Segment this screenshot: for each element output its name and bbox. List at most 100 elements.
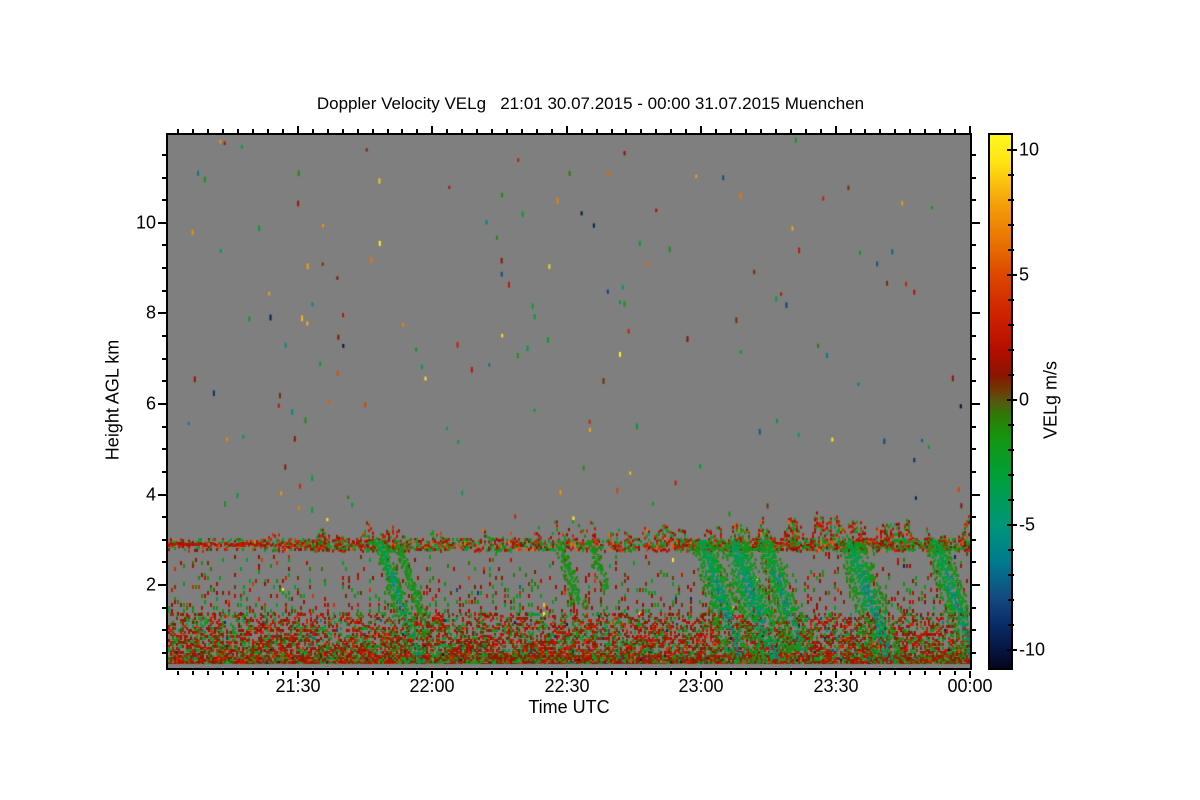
- y-minor-tick: [162, 561, 166, 563]
- x-minor-tick-top: [625, 129, 627, 133]
- y-minor-tick-right: [972, 426, 976, 428]
- colorbar-major-tick: [1007, 149, 1017, 151]
- x-major-tick: [297, 671, 299, 678]
- x-minor-tick-top: [685, 129, 687, 133]
- x-minor-tick: [207, 671, 209, 675]
- y-major-tick-right: [972, 312, 980, 314]
- x-minor-tick: [730, 671, 732, 675]
- x-minor-tick-top: [715, 129, 717, 133]
- x-major-tick-top: [566, 126, 568, 133]
- y-minor-tick-right: [972, 607, 976, 609]
- x-minor-tick-top: [401, 129, 403, 133]
- y-major-tick: [158, 222, 166, 224]
- x-minor-tick-top: [596, 129, 598, 133]
- x-minor-tick-top: [267, 129, 269, 133]
- x-minor-tick-top: [864, 129, 866, 133]
- y-major-tick: [158, 312, 166, 314]
- x-minor-tick: [820, 671, 822, 675]
- x-axis-label: Time UTC: [528, 697, 610, 717]
- y-minor-tick-right: [972, 177, 976, 179]
- y-minor-tick: [162, 471, 166, 473]
- x-major-tick: [566, 671, 568, 678]
- x-minor-tick-top: [192, 129, 194, 133]
- plot-area: [166, 133, 972, 670]
- x-major-tick-top: [835, 126, 837, 133]
- x-minor-tick-top: [790, 129, 792, 133]
- colorbar-major-tick: [1007, 399, 1017, 401]
- x-minor-tick: [640, 671, 642, 675]
- x-minor-tick: [864, 671, 866, 675]
- x-minor-tick-top: [491, 129, 493, 133]
- x-minor-tick: [581, 671, 583, 675]
- y-minor-tick: [162, 380, 166, 382]
- x-major-tick: [700, 671, 702, 678]
- x-minor-tick: [536, 671, 538, 675]
- x-minor-tick: [521, 671, 523, 675]
- y-minor-tick-right: [972, 539, 976, 541]
- y-major-tick-right: [972, 494, 980, 496]
- x-minor-tick: [177, 671, 179, 675]
- colorbar-major-tick: [1007, 274, 1017, 276]
- colorbar-minor-tick: [1008, 299, 1014, 301]
- x-minor-tick: [506, 671, 508, 675]
- x-minor-tick-top: [536, 129, 538, 133]
- colorbar-minor-tick: [1008, 174, 1014, 176]
- x-minor-tick: [237, 671, 239, 675]
- x-minor-tick: [611, 671, 613, 675]
- x-minor-tick: [790, 671, 792, 675]
- y-major-tick-right: [972, 403, 980, 405]
- x-minor-tick-top: [521, 129, 523, 133]
- x-minor-tick: [775, 671, 777, 675]
- x-minor-tick: [446, 671, 448, 675]
- x-tick-label: 23:30: [813, 676, 859, 696]
- y-minor-tick-right: [972, 244, 976, 246]
- colorbar-minor-tick: [1008, 549, 1014, 551]
- x-minor-tick-top: [670, 129, 672, 133]
- y-minor-tick: [162, 448, 166, 450]
- x-minor-tick: [357, 671, 359, 675]
- x-tick-label: 22:30: [544, 676, 590, 696]
- colorbar-tick-label: 10: [1019, 139, 1040, 160]
- x-minor-tick: [387, 671, 389, 675]
- y-minor-tick-right: [972, 652, 976, 654]
- x-minor-tick: [461, 671, 463, 675]
- colorbar-tick-label: -10: [1019, 639, 1046, 660]
- x-minor-tick: [192, 671, 194, 675]
- x-minor-tick-top: [879, 129, 881, 133]
- x-minor-tick-top: [461, 129, 463, 133]
- colorbar-label: VELg m/s: [1040, 360, 1061, 440]
- x-minor-tick: [850, 671, 852, 675]
- y-minor-tick: [162, 652, 166, 654]
- x-minor-tick: [222, 671, 224, 675]
- x-minor-tick-top: [387, 129, 389, 133]
- x-minor-tick: [670, 671, 672, 675]
- y-major-tick: [158, 584, 166, 586]
- y-minor-tick-right: [972, 380, 976, 382]
- x-minor-tick-top: [850, 129, 852, 133]
- x-minor-tick: [745, 671, 747, 675]
- x-minor-tick-top: [476, 129, 478, 133]
- y-minor-tick-right: [972, 516, 976, 518]
- y-minor-tick: [162, 358, 166, 360]
- x-minor-tick: [954, 671, 956, 675]
- colorbar-minor-tick: [1008, 249, 1014, 251]
- x-major-tick-top: [969, 126, 971, 133]
- x-minor-tick-top: [894, 129, 896, 133]
- x-minor-tick-top: [416, 129, 418, 133]
- x-tick-label: 23:00: [678, 676, 724, 696]
- x-minor-tick: [760, 671, 762, 675]
- colorbar-minor-tick: [1008, 324, 1014, 326]
- y-minor-tick-right: [972, 290, 976, 292]
- colorbar-major-tick: [1007, 649, 1017, 651]
- y-minor-tick-right: [972, 358, 976, 360]
- x-minor-tick: [879, 671, 881, 675]
- x-minor-tick-top: [357, 129, 359, 133]
- x-minor-tick: [551, 671, 553, 675]
- x-tick-label: 00:00: [947, 676, 993, 696]
- y-major-tick: [158, 494, 166, 496]
- y-tick-label: 6: [145, 393, 156, 414]
- x-minor-tick: [327, 671, 329, 675]
- x-minor-tick-top: [252, 129, 254, 133]
- x-major-tick-top: [700, 126, 702, 133]
- x-minor-tick: [282, 671, 284, 675]
